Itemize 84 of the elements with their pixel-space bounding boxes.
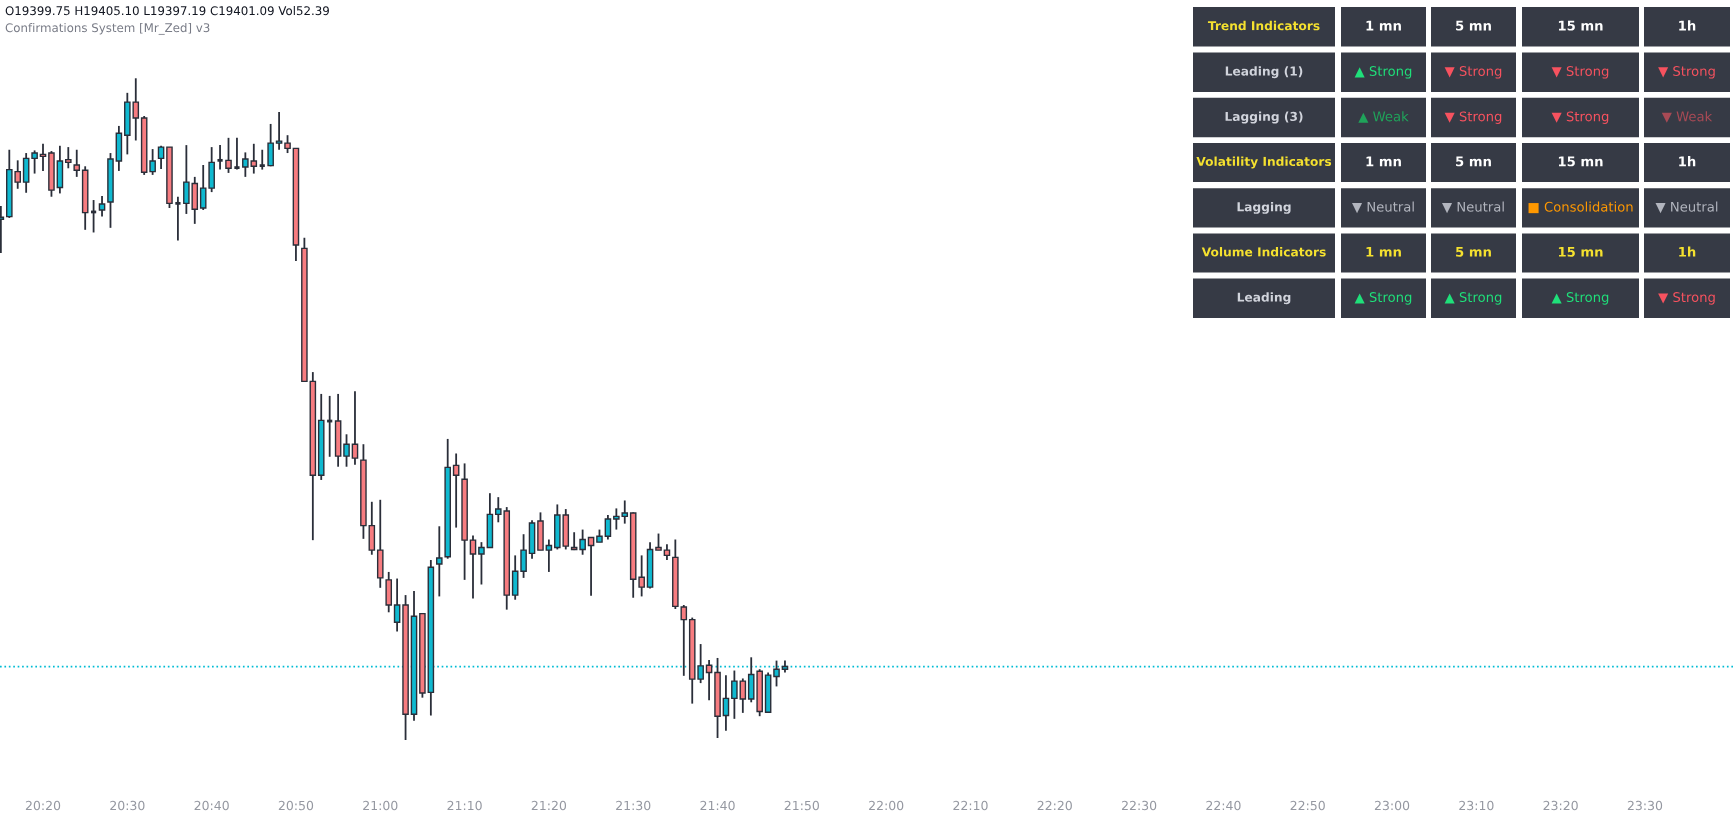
candlestick <box>773 659 780 688</box>
annotation: ▼ Strong <box>1551 66 1609 79</box>
candlestick <box>478 541 485 586</box>
candlestick <box>343 433 350 468</box>
annotation: 5 mn <box>1456 246 1491 257</box>
annotation: 5 mn <box>1456 156 1491 167</box>
annotation: 1h <box>1679 246 1696 257</box>
candlestick <box>739 677 747 714</box>
x-tick-label: 23:00 <box>1374 800 1410 811</box>
x-tick-label: 20:20 <box>25 800 61 811</box>
annotation: 15 mn <box>1558 156 1603 167</box>
x-tick-label: 23:20 <box>1543 800 1578 811</box>
annotation: ▼ Neutral <box>1352 201 1414 214</box>
annotation: 1 mn <box>1366 246 1401 257</box>
annotation: Leading <box>1237 292 1291 305</box>
x-tick-label: 22:00 <box>869 800 904 811</box>
candlestick <box>22 152 30 194</box>
candlestick <box>579 528 586 556</box>
annotation: ▼ Strong <box>1444 111 1502 124</box>
annotation: ▼ Strong <box>1658 292 1715 305</box>
x-tick-label: 20:40 <box>194 800 229 811</box>
x-tick-label: 21:50 <box>784 800 819 811</box>
annotation: ▼ Strong <box>1444 66 1502 79</box>
annotation: ▼ Strong <box>1551 111 1609 124</box>
annotation: Lagging (3) <box>1225 111 1303 124</box>
x-tick-label: 22:30 <box>1121 800 1157 811</box>
candlestick <box>267 123 274 168</box>
candlestick <box>545 538 553 573</box>
x-tick-label: 21:10 <box>447 800 482 811</box>
annotation: Lagging <box>1237 201 1291 214</box>
annotation: ▼ Neutral <box>1655 201 1718 214</box>
text: Trend Indicators <box>1207 20 1320 31</box>
annotation: 1 mn <box>1366 156 1401 167</box>
candlestick <box>452 452 460 529</box>
candlestick <box>31 149 38 175</box>
annotation: Volume Indicators <box>1201 247 1326 257</box>
annotation: ▼ Neutral <box>1442 201 1504 214</box>
candlestick <box>587 536 595 597</box>
x-tick-label: 23:30 <box>1627 800 1663 811</box>
candlestick <box>520 533 527 579</box>
text: 1 mn <box>1366 20 1401 31</box>
text: Confirmations System [Mr_Zed] v3 <box>5 23 210 35</box>
candlestick <box>73 148 81 178</box>
candlestick <box>469 534 477 600</box>
annotation: ▲ Strong <box>1354 292 1412 305</box>
annotation: ▲ Strong <box>1551 292 1609 305</box>
annotation: ▼ Weak <box>1661 111 1713 123</box>
x-tick-label: 22:20 <box>1037 800 1072 811</box>
text: O19399.75 H19405.10 L19397.19 C19401.09 Vol52.39 <box>5 6 329 16</box>
candlestick <box>570 531 578 551</box>
candlestick <box>604 514 612 541</box>
candlestick <box>64 146 72 170</box>
x-tick-label: 21:20 <box>531 800 567 811</box>
x-tick-label: 21:40 <box>700 800 735 811</box>
x-tick-label: 21:00 <box>363 800 398 811</box>
candlestick <box>393 577 401 633</box>
annotation: 1h <box>1679 156 1696 167</box>
annotation: ▲ Strong <box>1444 292 1502 305</box>
candlestick <box>39 142 47 172</box>
text: 1h <box>1679 20 1696 31</box>
candlestick <box>98 195 106 218</box>
candlestick <box>149 148 156 176</box>
text: 5 mn <box>1456 20 1491 31</box>
x-tick-label: 22:10 <box>953 800 988 811</box>
candlestick <box>436 525 443 598</box>
candlestick <box>225 136 232 174</box>
x-tick-label: 22:50 <box>1290 800 1325 811</box>
x-tick-label: 22:40 <box>1206 800 1241 811</box>
candlestick <box>351 390 359 466</box>
annotation: ▲ Weak <box>1358 111 1409 123</box>
annotation: Volatility Indicators <box>1196 156 1332 169</box>
x-tick-label: 20:30 <box>110 800 145 811</box>
candlestick <box>731 669 738 720</box>
x-tick-label: 23:10 <box>1459 800 1494 811</box>
annotation: 15 mn <box>1558 246 1603 257</box>
annotation: ▲ Strong <box>1354 66 1412 79</box>
x-tick-label: 21:30 <box>616 800 651 811</box>
text: Leading (1) <box>1225 66 1303 79</box>
candlestick <box>275 111 283 151</box>
annotation: ▼ Strong <box>1658 66 1715 79</box>
x-tick-label: 20:50 <box>278 800 314 811</box>
annotation: ■ Consolidation <box>1528 201 1633 214</box>
text: 15 mn <box>1558 20 1603 31</box>
candlestick <box>511 554 519 601</box>
